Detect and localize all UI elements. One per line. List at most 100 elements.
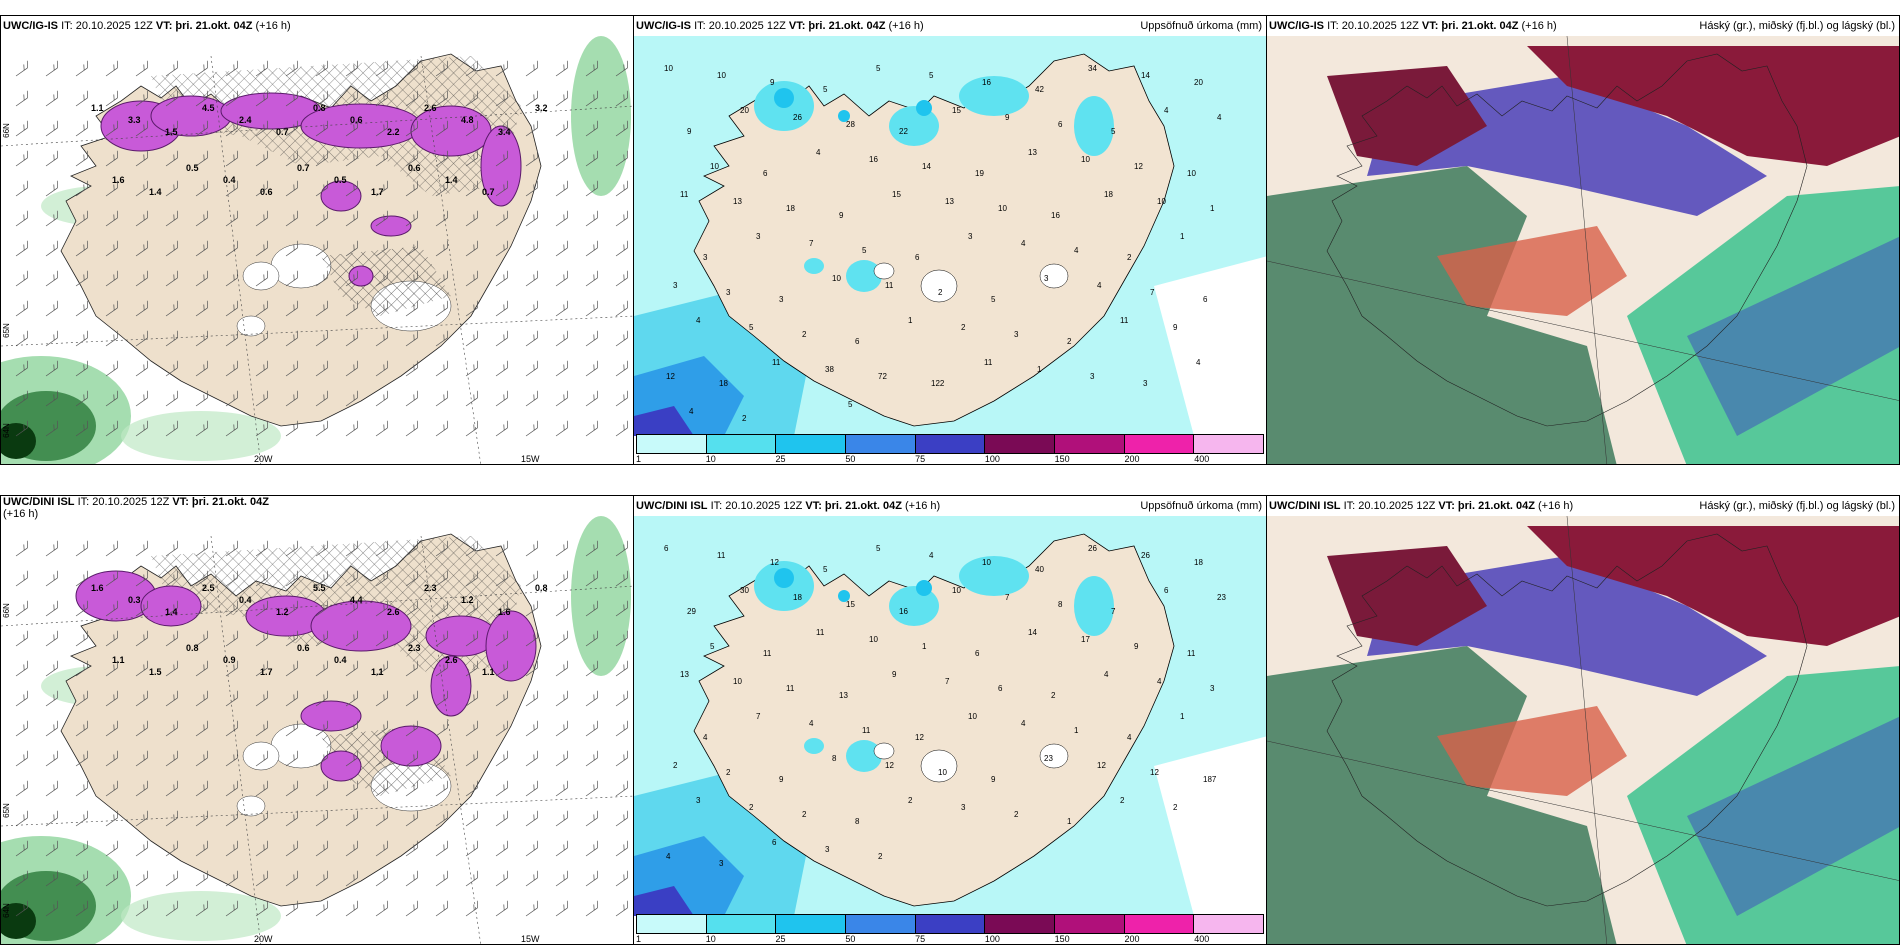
- no-precip: [1154, 256, 1266, 436]
- precip-value-label: 6: [998, 684, 1003, 693]
- wind-barb: [615, 870, 628, 887]
- wind-barb: [45, 360, 58, 377]
- cloud-cover-map: [1267, 35, 1899, 464]
- wind-barb: [45, 60, 58, 77]
- wind-barb: [315, 810, 328, 827]
- wind-barb: [525, 240, 538, 257]
- wind-barb: [255, 720, 268, 737]
- wind-barb: [105, 720, 118, 737]
- wind-barb: [615, 150, 628, 167]
- precip-area: [889, 586, 939, 626]
- lat-label-66n: 66N: [1, 123, 11, 138]
- colorbar-cell: [706, 435, 777, 453]
- precip-value-label: 0.6: [297, 643, 310, 653]
- wind-barb: [405, 120, 418, 137]
- wind-barb: [195, 270, 208, 287]
- wind-barb: [255, 750, 268, 767]
- wind-barb: [615, 390, 628, 407]
- wind-barb: [105, 90, 118, 107]
- wind-barb: [195, 60, 208, 77]
- precip-area: [774, 568, 794, 588]
- colorbar-tick-label: 150: [1054, 454, 1070, 464]
- precip-value-label: 0.7: [482, 187, 495, 197]
- wind-barb: [435, 570, 448, 587]
- precip-value-label: 11: [763, 649, 772, 658]
- wind-barb: [615, 90, 628, 107]
- wind-barb: [525, 150, 538, 167]
- wind-barb: [45, 120, 58, 137]
- wind-barb: [465, 630, 478, 647]
- wind-barb: [165, 270, 178, 287]
- wind-barb: [375, 330, 388, 347]
- wind-barb: [495, 600, 508, 617]
- precip-value-label: 2: [878, 852, 883, 861]
- wind-barb: [75, 600, 88, 617]
- wind-barb: [15, 840, 28, 857]
- wind-barb: [315, 180, 328, 197]
- wind-barb: [375, 240, 388, 257]
- precip-value-label: 5: [710, 642, 715, 651]
- wind-barb: [255, 210, 268, 227]
- mid-cloud-area: [1687, 716, 1899, 916]
- wind-barb: [165, 690, 178, 707]
- precip-value-label: 10: [1187, 169, 1196, 178]
- wind-barb: [405, 90, 418, 107]
- wind-barb: [165, 60, 178, 77]
- wind-barb: [585, 330, 598, 347]
- wind-barb: [465, 210, 478, 227]
- wind-barb: [45, 330, 58, 347]
- wind-barb: [135, 210, 148, 227]
- precip-value-label: 1: [922, 642, 927, 651]
- precip-value-label: 7: [756, 712, 761, 721]
- panel-header: UWC/DINI ISL IT: 20.10.2025 12Z VT: þri.…: [634, 496, 1266, 516]
- wind-barb: [195, 150, 208, 167]
- wind-barb: [405, 150, 418, 167]
- wind-barb: [315, 330, 328, 347]
- wind-barb: [465, 390, 478, 407]
- precip-value-label: 0.9: [223, 655, 236, 665]
- coastline: [1326, 53, 1808, 427]
- wind-barb: [585, 120, 598, 137]
- glacier: [873, 262, 895, 280]
- precip-value-label: 1.1: [91, 103, 104, 113]
- wind-barb: [165, 240, 178, 257]
- wind-barb: [135, 270, 148, 287]
- wind-barb: [405, 570, 418, 587]
- wind-barb: [315, 720, 328, 737]
- wind-barb: [405, 900, 418, 917]
- precip-value-label: 3.2: [535, 103, 548, 113]
- precip-value-label: 1: [1180, 232, 1185, 241]
- wind-barb: [405, 270, 418, 287]
- precip-value-label: 1: [1180, 712, 1185, 721]
- precip-value-label: 16: [1051, 211, 1060, 220]
- wind-barb: [255, 300, 268, 317]
- wind-barb: [105, 390, 118, 407]
- wind-barb: [585, 420, 598, 437]
- wind-barb: [375, 540, 388, 557]
- precip-value-label: 22: [899, 127, 908, 136]
- wind-barb: [585, 540, 598, 557]
- precip-value-label: 6: [855, 337, 860, 346]
- wind-barb: [75, 750, 88, 767]
- wind-barb: [615, 540, 628, 557]
- wind-barb: [165, 840, 178, 857]
- wind-barb: [405, 330, 418, 347]
- wind-barb: [135, 570, 148, 587]
- precip-value-label: 11: [717, 551, 726, 560]
- precip-value-label: 11: [816, 628, 825, 637]
- precip-value-label: 3.4: [498, 127, 511, 137]
- colorbar-tick-label: 25: [775, 934, 786, 944]
- wind-barb: [15, 360, 28, 377]
- wind-barb: [255, 390, 268, 407]
- precip-value-label: 4: [1127, 733, 1132, 742]
- precip-value-label: 3: [1044, 274, 1049, 283]
- wind-barb: [285, 60, 298, 77]
- precip-value-label: 5: [848, 400, 853, 409]
- wind-barb: [255, 420, 268, 437]
- wind-barb: [615, 330, 628, 347]
- wind-barb: [345, 90, 358, 107]
- precip-value-label: 0.8: [186, 643, 199, 653]
- precip-value-label: 4: [666, 852, 671, 861]
- precip-value-label: 9: [839, 211, 844, 220]
- wind-barb: [375, 420, 388, 437]
